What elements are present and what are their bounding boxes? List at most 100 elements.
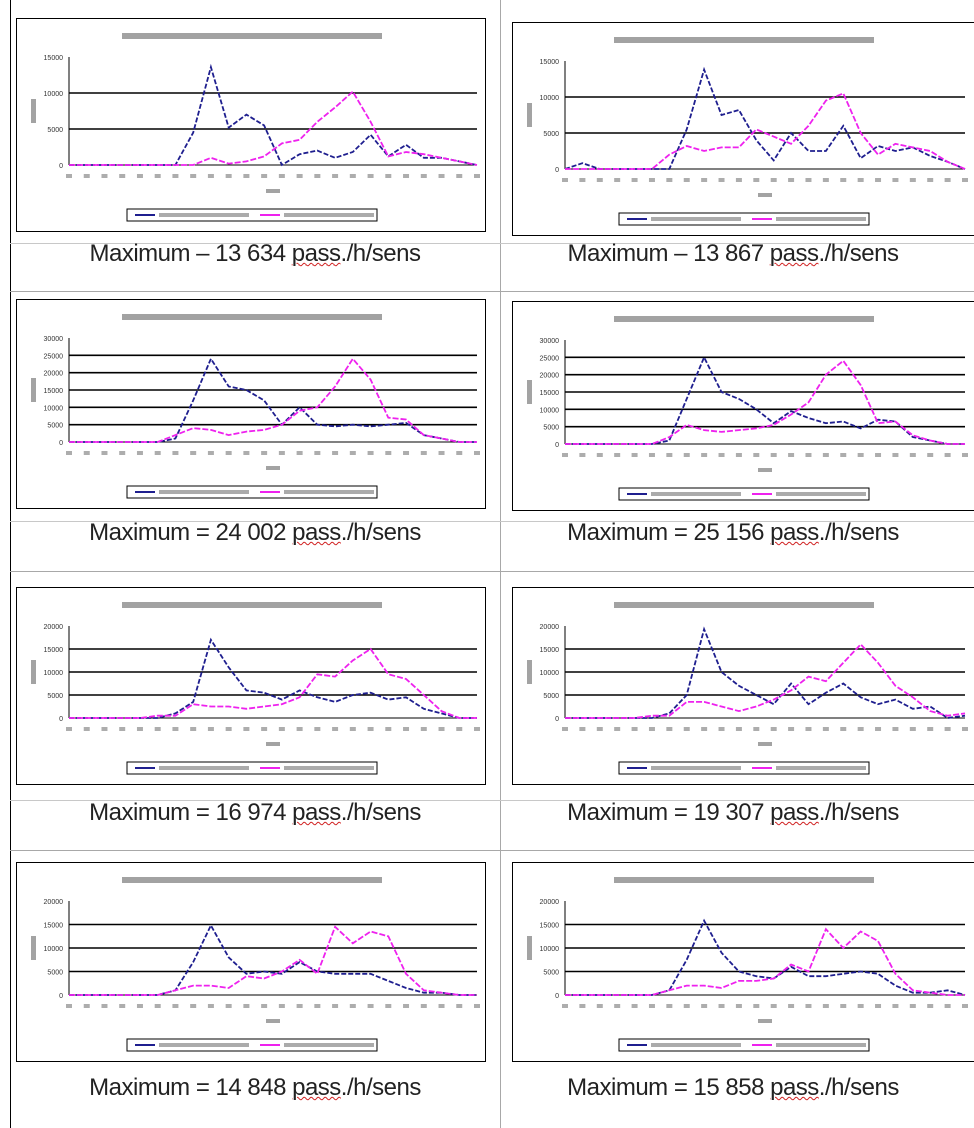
panel-caption: Maximum = 16 974 pass./h/sens (10, 799, 500, 827)
x-axis-label-blur (266, 1019, 280, 1023)
x-tick-label-blur (579, 453, 586, 457)
x-tick-label-blur (718, 178, 725, 182)
chart-title-blur (122, 314, 382, 320)
x-tick-label-blur (172, 727, 179, 731)
x-tick-label-blur (944, 178, 951, 182)
x-tick-label-blur (648, 453, 655, 457)
x-tick-label-blur (243, 727, 250, 731)
x-tick-label-blur (562, 453, 568, 457)
series-line (565, 359, 965, 445)
legend-label-blur (776, 1043, 866, 1047)
x-tick-label-blur (278, 451, 285, 455)
x-tick-label-blur (822, 453, 829, 457)
x-tick-label-blur (822, 1004, 829, 1008)
legend-label-blur (284, 766, 374, 770)
x-tick-label-blur (909, 453, 916, 457)
x-tick-label-blur (83, 451, 90, 455)
y-tick-label: 0 (555, 167, 559, 174)
x-tick-label-blur (154, 1004, 161, 1008)
x-tick-label-blur (701, 178, 708, 182)
caption-underlined: pass (292, 519, 341, 546)
chart-frame: 15000 10000 5000 0 (16, 18, 486, 232)
y-tick-label: 10000 (44, 91, 64, 98)
x-tick-label-blur (296, 451, 303, 455)
x-tick-label-blur (857, 727, 864, 731)
x-tick-label-blur (718, 727, 725, 731)
x-tick-label-blur (631, 178, 638, 182)
x-tick-label-blur (735, 178, 742, 182)
x-tick-label-blur (154, 174, 161, 178)
x-tick-label-blur (83, 1004, 90, 1008)
column-divider (500, 0, 501, 1128)
x-tick-label-blur (788, 727, 795, 731)
row-divider (10, 571, 974, 572)
y-tick-label: 0 (59, 993, 63, 1000)
x-tick-label-blur (456, 451, 463, 455)
legend-label-blur (651, 217, 741, 221)
y-tick-label: 10000 (44, 946, 64, 953)
x-tick-label-blur (875, 178, 882, 182)
x-tick-label-blur (666, 1004, 673, 1008)
y-tick-label: 20000 (44, 624, 64, 631)
series-line (69, 63, 478, 167)
x-tick-label-blur (403, 451, 410, 455)
series-line (565, 355, 965, 445)
x-tick-label-blur (892, 178, 899, 182)
x-tick-label-blur (770, 727, 777, 731)
x-tick-label-blur (190, 1004, 197, 1008)
caption-underlined: pass (770, 799, 819, 826)
x-tick-label-blur (243, 174, 250, 178)
x-tick-label-blur (683, 453, 690, 457)
x-tick-label-blur (207, 451, 214, 455)
y-tick-label: 5000 (47, 693, 63, 700)
x-tick-label-blur (683, 178, 690, 182)
y-tick-label: 25000 (540, 355, 560, 362)
x-tick-label-blur (666, 178, 673, 182)
series-line (69, 923, 477, 996)
x-tick-label-blur (840, 727, 847, 731)
x-tick-label-blur (154, 451, 161, 455)
legend-box (126, 208, 378, 222)
x-tick-label-blur (805, 178, 812, 182)
x-axis-label-blur (758, 468, 772, 472)
x-tick-label-blur (562, 1004, 568, 1008)
x-tick-label-blur (962, 1004, 968, 1008)
x-axis-label-blur (266, 189, 280, 193)
series-line (69, 647, 477, 719)
x-tick-label-blur (420, 451, 427, 455)
x-tick-label-blur (892, 1004, 899, 1008)
line-chart: 20000 15000 10000 5000 0 (527, 602, 968, 775)
y-axis-label-blur (527, 103, 532, 127)
caption-underlined: pass (292, 799, 341, 826)
x-tick-label-blur (875, 453, 882, 457)
caption-prefix: Maximum = 24 002 (89, 519, 293, 546)
x-tick-label-blur (614, 727, 621, 731)
x-tick-label-blur (207, 1004, 214, 1008)
x-tick-label-blur (579, 1004, 586, 1008)
caption-divider (10, 243, 974, 244)
caption-prefix: Maximum – 13 634 (89, 240, 292, 267)
x-tick-label-blur (278, 1004, 285, 1008)
x-tick-label-blur (83, 727, 90, 731)
x-axis-label-blur (266, 466, 280, 470)
caption-underlined: pass (291, 240, 341, 267)
legend-label-blur (776, 766, 866, 770)
x-tick-label-blur (101, 451, 108, 455)
x-tick-label-blur (770, 178, 777, 182)
x-tick-label-blur (962, 178, 968, 182)
x-tick-label-blur (666, 453, 673, 457)
x-tick-label-blur (66, 1004, 72, 1008)
x-tick-label-blur (840, 1004, 847, 1008)
x-tick-label-blur (314, 1004, 321, 1008)
y-axis-label-blur (527, 660, 532, 684)
panel-caption: Maximum = 19 307 pass./h/sens (488, 799, 974, 827)
x-tick-label-blur (857, 1004, 864, 1008)
x-axis-label-blur (266, 742, 280, 746)
x-tick-label-blur (438, 451, 445, 455)
x-tick-label-blur (136, 174, 143, 178)
x-tick-label-blur (822, 178, 829, 182)
line-chart: 15000 10000 5000 0 (31, 33, 480, 222)
x-axis-label-blur (758, 193, 772, 197)
x-tick-label-blur (840, 453, 847, 457)
